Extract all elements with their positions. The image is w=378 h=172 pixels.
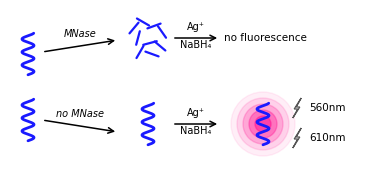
Polygon shape — [293, 128, 301, 148]
Circle shape — [243, 104, 283, 144]
Circle shape — [231, 92, 295, 156]
Circle shape — [255, 116, 271, 132]
Text: NaBH₄: NaBH₄ — [180, 40, 212, 50]
Text: no fluorescence: no fluorescence — [224, 33, 307, 43]
Circle shape — [249, 110, 277, 138]
Circle shape — [237, 98, 289, 150]
Text: 610nm: 610nm — [309, 133, 345, 143]
Text: no MNase: no MNase — [56, 109, 104, 119]
Text: Ag⁺: Ag⁺ — [187, 108, 205, 118]
Text: MNase: MNase — [64, 29, 96, 39]
Polygon shape — [293, 98, 301, 118]
Text: NaBH₄: NaBH₄ — [180, 126, 212, 136]
Text: 560nm: 560nm — [309, 103, 345, 113]
Text: Ag⁺: Ag⁺ — [187, 22, 205, 32]
